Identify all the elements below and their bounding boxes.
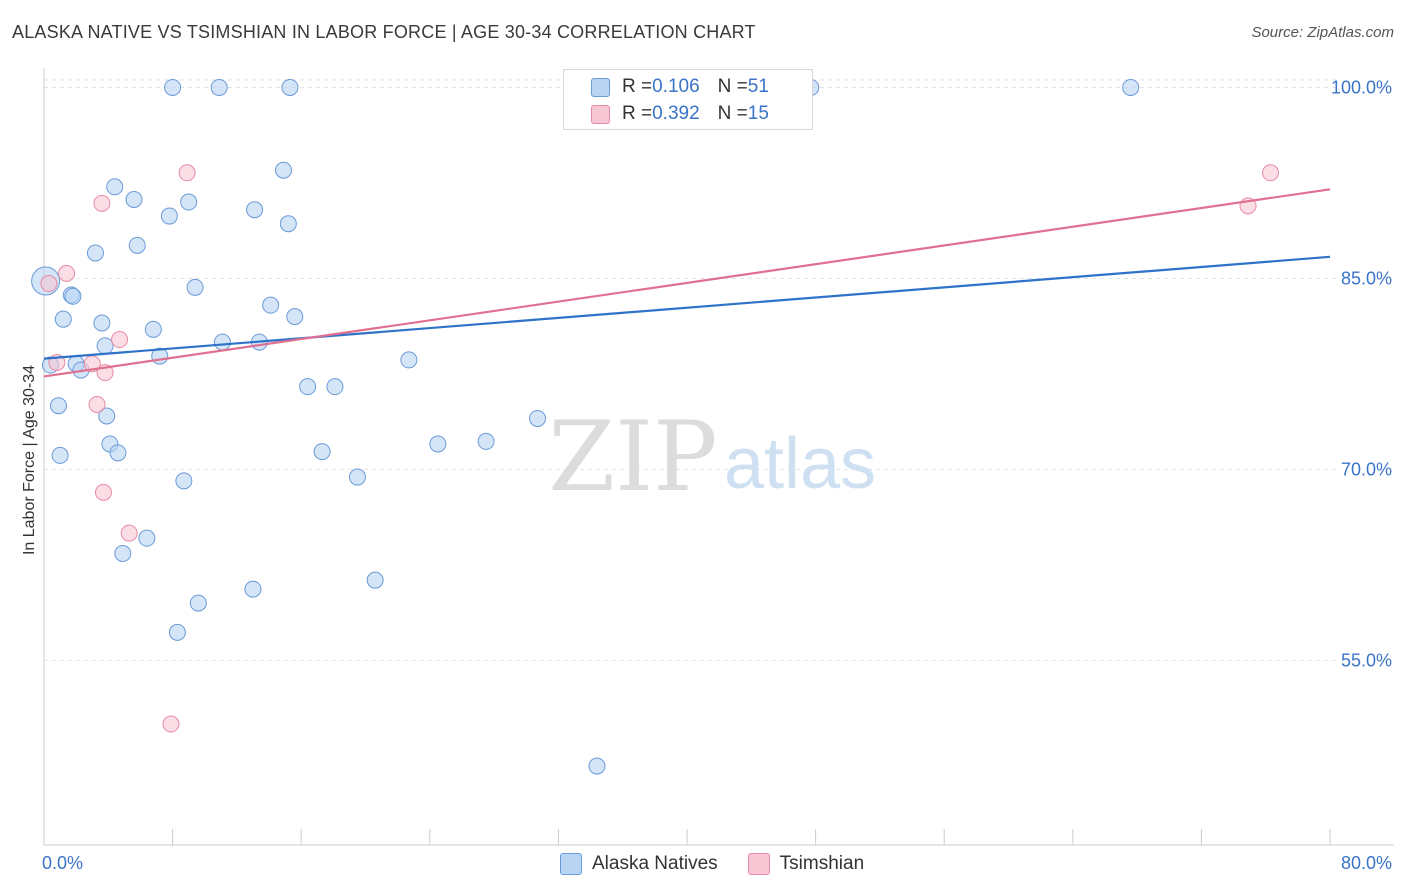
axes xyxy=(43,68,1394,846)
tsimshian-point xyxy=(40,275,58,293)
legend-swatch-tsimshian xyxy=(591,104,610,124)
alaska-point xyxy=(160,207,178,225)
alaska-point xyxy=(210,78,228,96)
alaska-point xyxy=(400,351,418,369)
alaska-point xyxy=(244,580,262,598)
alaska-point xyxy=(106,178,124,196)
alaska-point xyxy=(86,244,104,262)
legend-n-value: 15 xyxy=(747,103,769,124)
alaska-point xyxy=(125,191,143,209)
alaska-point xyxy=(138,529,156,547)
tsimshian-point xyxy=(178,164,196,182)
tick-labels: 55.0% 70.0% 85.0% 100.0% 0.0% 80.0% xyxy=(42,77,1392,873)
alaska-point xyxy=(1122,78,1140,96)
tsimshian-point xyxy=(94,483,112,501)
alaska-point xyxy=(477,432,495,450)
y-tick-label: 100.0% xyxy=(1331,77,1392,97)
legend-swatch-tsimshian xyxy=(747,853,770,875)
tsimshian-point xyxy=(93,194,111,212)
legend-label: Tsimshian xyxy=(779,853,865,874)
alaska-point xyxy=(168,623,186,641)
legend-r-label: R = xyxy=(622,76,653,97)
alaska-point xyxy=(114,544,132,562)
alaska-point xyxy=(348,468,366,486)
legend-item-tsimshian[interactable]: Tsimshian xyxy=(747,853,865,875)
alaska-point xyxy=(529,409,547,427)
tsimshian-point xyxy=(1262,164,1280,182)
watermark-zip: ZIP xyxy=(548,401,717,513)
legend-n-value: 51 xyxy=(747,76,769,97)
alaska-point xyxy=(180,193,198,211)
correlation-legend: R = 0.106 N = 51 R = 0.392 N = 15 xyxy=(563,69,813,130)
legend-swatch-alaska xyxy=(591,77,610,97)
alaska-point xyxy=(246,201,264,219)
alaska-point xyxy=(366,571,384,589)
y-tick-label: 70.0% xyxy=(1341,459,1392,479)
tsimshian-point xyxy=(111,331,129,349)
source-label: Source: ZipAtlas.com xyxy=(1251,24,1394,41)
alaska-point xyxy=(299,378,317,396)
alaska-point xyxy=(275,161,293,179)
x-tick-label: 80.0% xyxy=(1341,853,1392,873)
alaska-point xyxy=(262,296,280,314)
legend-item-alaska-natives[interactable]: Alaska Natives xyxy=(560,853,718,875)
legend-swatch-alaska xyxy=(560,853,582,875)
legend-row-tsimshian: R = 0.392 N = 15 xyxy=(564,100,769,128)
alaska-point xyxy=(64,287,82,305)
series-legend: Alaska Natives Tsimshian xyxy=(560,852,894,876)
alaska-point xyxy=(93,314,111,332)
gridlines xyxy=(44,79,1340,661)
alaska-point xyxy=(286,308,304,326)
x-tick-label: 0.0% xyxy=(42,853,83,873)
y-tick-label: 85.0% xyxy=(1341,268,1392,288)
alaska-point xyxy=(109,444,127,462)
alaska-point xyxy=(279,215,297,233)
y-tick-label: 55.0% xyxy=(1341,650,1392,670)
watermark-atlas: atlas xyxy=(724,424,876,504)
tsimshian-point xyxy=(162,715,180,733)
alaska-point xyxy=(96,337,114,355)
alaska-trendline xyxy=(43,255,1331,360)
legend-n-label: N = xyxy=(717,103,748,124)
alaska-point xyxy=(164,78,182,96)
trendlines xyxy=(43,188,1331,378)
alaska-point xyxy=(51,446,69,464)
alaska-point xyxy=(588,757,606,775)
alaska-point xyxy=(98,407,116,425)
legend-n-label: N = xyxy=(717,76,748,97)
chart-title: ALASKA NATIVE VS TSIMSHIAN IN LABOR FORC… xyxy=(12,22,756,42)
alaska-point xyxy=(186,278,204,296)
watermark: ZIP atlas xyxy=(548,401,876,513)
alaska-point xyxy=(54,310,72,328)
tsimshian-point xyxy=(58,264,76,282)
legend-row-alaska: R = 0.106 N = 51 xyxy=(564,73,769,101)
legend-label: Alaska Natives xyxy=(592,853,718,874)
alaska-point xyxy=(189,594,207,612)
alaska-point xyxy=(128,236,146,254)
alaska-point xyxy=(313,443,331,461)
alaska-point xyxy=(213,333,231,351)
legend-r-value: 0.392 xyxy=(652,103,700,124)
tsimshian-point xyxy=(120,524,138,542)
alaska-point xyxy=(175,472,193,490)
tsimshian-trendline xyxy=(43,188,1331,378)
alaska-point xyxy=(281,78,299,96)
alaska-point xyxy=(326,378,344,396)
alaska-point xyxy=(429,435,447,453)
tsimshian-point xyxy=(88,395,106,413)
alaska-point xyxy=(49,397,67,415)
legend-r-label: R = xyxy=(622,103,653,124)
legend-r-value: 0.106 xyxy=(652,76,700,97)
alaska-point xyxy=(144,320,162,338)
